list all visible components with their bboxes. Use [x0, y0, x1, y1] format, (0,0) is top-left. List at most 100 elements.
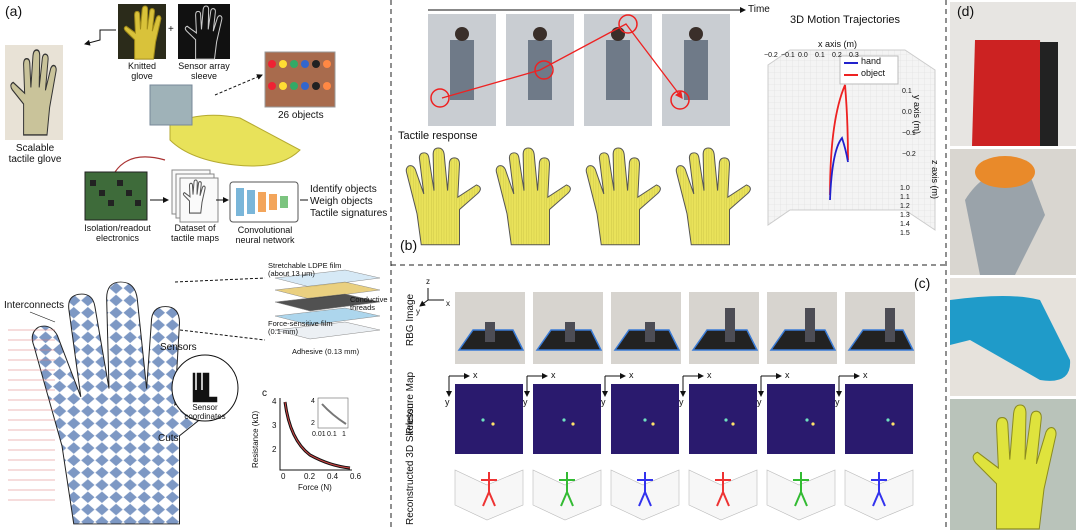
electronics-photo [84, 171, 148, 221]
person [645, 322, 655, 342]
label: Scalable tactile glove [8, 143, 62, 165]
object-trajectory [829, 84, 849, 196]
sensor-sleeve [184, 5, 223, 60]
legend-label: hand [861, 56, 882, 66]
sensor-hand [31, 281, 238, 525]
skeleton-box [532, 469, 602, 521]
tick-label: 1.0 [900, 185, 910, 192]
pressure-spot [891, 422, 895, 426]
tactile-glove [10, 49, 57, 136]
trajectory-arrow [441, 23, 683, 100]
chip [108, 200, 114, 206]
head [455, 27, 469, 41]
label: Force-sensitive film (0.1 mm) [268, 319, 333, 337]
skeleton-box [766, 469, 836, 521]
tick-label: 0.1 [327, 431, 337, 438]
head [611, 27, 625, 41]
tick-label: 0 [281, 472, 286, 481]
output-label: Weigh objects [310, 196, 373, 207]
label: y [679, 397, 684, 407]
cnn-layer [247, 190, 255, 214]
rgb-frame [767, 292, 837, 364]
label: Sensors [160, 342, 197, 353]
tick-label: −0.2 [764, 52, 778, 59]
label: Conductive threads [350, 295, 388, 313]
leader [179, 329, 266, 341]
floor-mat [769, 329, 837, 351]
subpanel-label: c [262, 388, 267, 399]
pressure-map [533, 384, 601, 454]
tick-label: 3 [272, 421, 277, 430]
pressure-spot [571, 422, 575, 426]
object [268, 82, 276, 90]
legend-label: object [861, 68, 886, 78]
tactile-hand [405, 147, 481, 246]
skeleton [481, 472, 497, 507]
tick-label: 1.3 [900, 212, 910, 219]
label: Sensor coordinates [184, 403, 226, 421]
output-label: Identify objects [310, 184, 377, 195]
chip [90, 180, 96, 186]
film-layer [274, 269, 381, 288]
cnn-layer [280, 196, 288, 208]
skeleton-box [688, 469, 758, 521]
object [323, 60, 331, 68]
panel-label: (a) [5, 3, 23, 19]
skeleton-box [610, 469, 680, 521]
person [565, 322, 575, 342]
orange-sleeve [975, 156, 1035, 188]
arrow [214, 74, 263, 96]
label: x [707, 370, 712, 380]
pressure-map [689, 384, 757, 454]
robot-arm [965, 170, 1045, 275]
label: y [445, 397, 450, 407]
wire [114, 156, 166, 173]
label: x [551, 370, 556, 380]
tick-label: 4 [272, 397, 277, 406]
legend-box [839, 55, 899, 85]
label: Stretchable LDPE film (about 13 μm) [268, 261, 342, 279]
pressure-spot [651, 422, 655, 426]
pressure-spot [491, 422, 495, 426]
label: y [601, 397, 606, 407]
yellow-glove [972, 404, 1057, 530]
film-layer [274, 281, 381, 300]
tracked-object [618, 14, 638, 34]
row-label: Reconstructed 3D Skeleton [405, 403, 416, 525]
pressure-spot [481, 418, 485, 422]
tracked-object [534, 60, 554, 80]
label: y [416, 307, 420, 316]
object [312, 82, 320, 90]
label: Interconnects [4, 300, 65, 311]
tick-label: 1.4 [900, 221, 910, 228]
pressure-spot [562, 418, 566, 422]
label: Adhesive (0.13 mm) [292, 347, 360, 356]
person [485, 322, 495, 342]
tick-label: −0.1 [781, 52, 795, 59]
pressure-spot [643, 418, 647, 422]
object [301, 82, 309, 90]
tick-label: 1.1 [900, 194, 910, 201]
floor-mat [847, 329, 915, 351]
skeleton-box [454, 469, 524, 521]
label: Knitted glove [127, 61, 157, 81]
head [689, 27, 703, 41]
resistance-fit [284, 401, 351, 469]
label: Tactile response [398, 130, 478, 142]
object [279, 60, 287, 68]
label: y [835, 397, 840, 407]
leader [174, 277, 266, 283]
axis-label: x axis (m) [818, 39, 857, 49]
label: z [426, 277, 430, 286]
label: Time [748, 4, 770, 15]
blue-sock [950, 296, 1071, 381]
output-label: Tactile signatures [310, 208, 388, 219]
object [290, 60, 298, 68]
tick-label: 2 [272, 445, 277, 454]
panel-label: (b) [400, 237, 418, 253]
tick-label: 0.0 [902, 109, 912, 116]
axis-label: Resistance (kΩ) [251, 410, 260, 468]
person [450, 40, 474, 100]
object [301, 60, 309, 68]
